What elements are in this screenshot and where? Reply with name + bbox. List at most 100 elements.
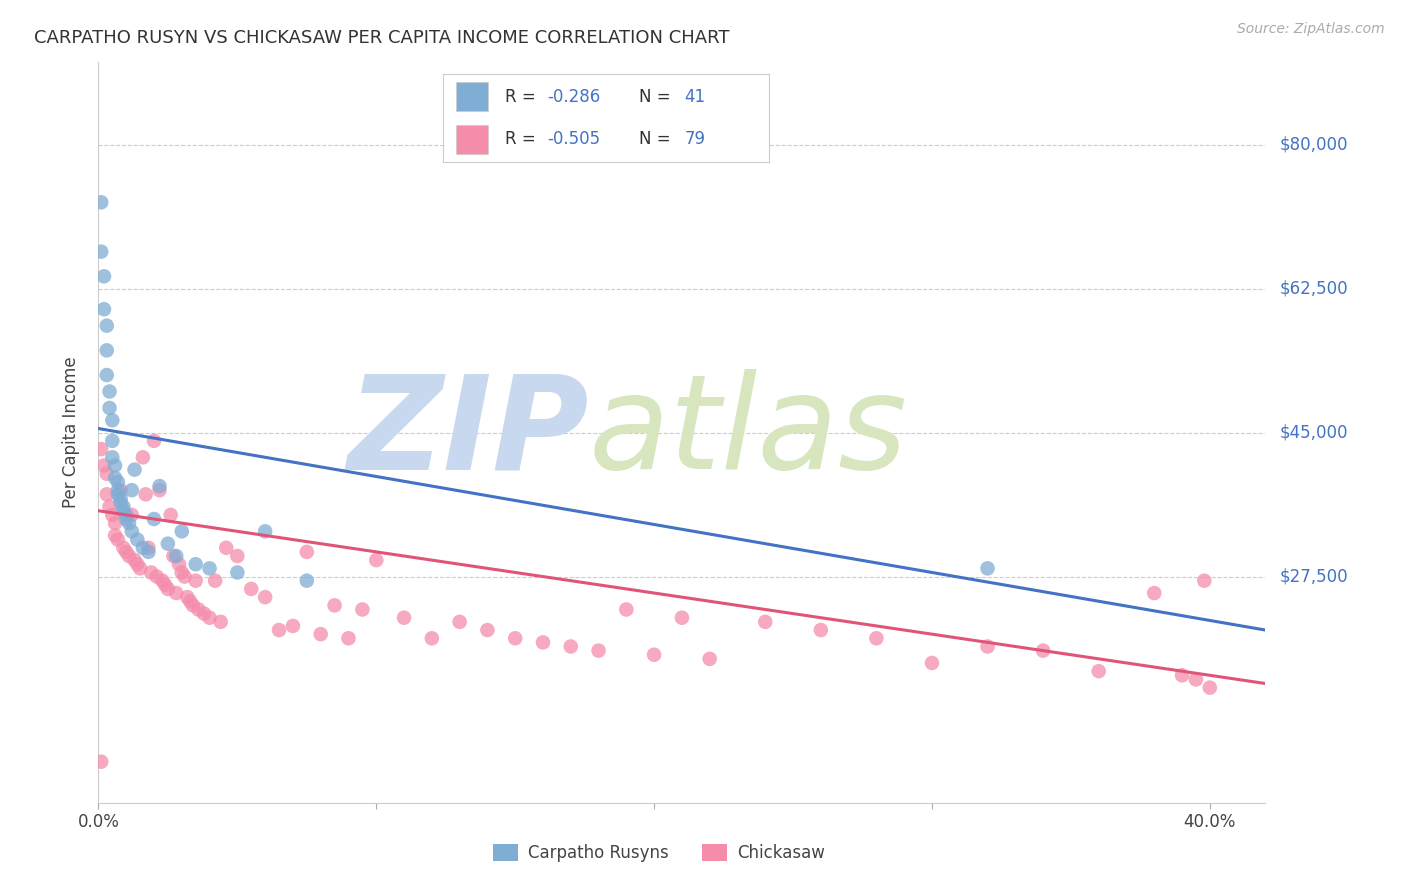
Point <box>865 632 887 646</box>
Point <box>1198 681 1220 695</box>
Point <box>173 569 195 583</box>
Point <box>112 541 135 555</box>
Point <box>165 586 187 600</box>
Point <box>96 487 118 501</box>
Text: $27,500: $27,500 <box>1279 567 1348 585</box>
Point <box>226 566 249 580</box>
Text: ZIP: ZIP <box>347 369 589 496</box>
Point <box>98 384 121 399</box>
Point <box>112 504 135 518</box>
Point <box>699 652 721 666</box>
Point <box>104 471 127 485</box>
Point <box>104 458 127 473</box>
Point <box>165 549 187 563</box>
Point <box>115 508 138 522</box>
Point <box>643 648 665 662</box>
Point <box>170 566 193 580</box>
Point <box>107 533 129 547</box>
Point <box>976 561 998 575</box>
Point <box>115 512 138 526</box>
Point <box>309 627 332 641</box>
Point <box>449 615 471 629</box>
Point <box>671 610 693 624</box>
Point <box>110 495 132 509</box>
Point <box>101 508 124 522</box>
Point <box>121 508 143 522</box>
Legend: Carpatho Rusyns, Chickasaw: Carpatho Rusyns, Chickasaw <box>486 837 831 869</box>
Point <box>614 602 637 616</box>
Point <box>90 442 112 456</box>
Point <box>101 434 124 448</box>
Point <box>107 487 129 501</box>
Point <box>104 528 127 542</box>
Point <box>337 632 360 646</box>
Point <box>184 558 207 572</box>
Point <box>118 516 141 530</box>
Point <box>143 512 166 526</box>
Point <box>209 615 232 629</box>
Point <box>110 483 132 498</box>
Point <box>754 615 776 629</box>
Point <box>98 500 121 514</box>
Point <box>132 450 155 465</box>
Point <box>352 602 374 616</box>
Point <box>254 524 277 539</box>
Point <box>115 545 138 559</box>
Point <box>96 318 118 333</box>
Point <box>226 549 249 563</box>
Point <box>420 632 443 646</box>
Point <box>124 553 146 567</box>
Point <box>118 549 141 563</box>
Point <box>96 343 118 358</box>
Point <box>143 434 166 448</box>
Point <box>204 574 226 588</box>
Point <box>1087 664 1109 678</box>
Point <box>503 632 526 646</box>
Point <box>215 541 238 555</box>
Point <box>193 607 215 621</box>
Point <box>148 479 170 493</box>
Point <box>96 368 118 382</box>
Point <box>156 582 179 596</box>
Point <box>179 594 201 608</box>
Point <box>170 524 193 539</box>
Point <box>90 195 112 210</box>
Point <box>810 623 832 637</box>
Point <box>323 599 346 613</box>
Point <box>254 590 277 604</box>
Point <box>93 269 115 284</box>
Point <box>295 574 318 588</box>
Point <box>98 401 121 415</box>
Point <box>560 640 582 654</box>
Point <box>93 458 115 473</box>
Point <box>198 561 221 575</box>
Point <box>153 578 176 592</box>
Point <box>90 755 112 769</box>
Point <box>124 462 146 476</box>
Text: $45,000: $45,000 <box>1279 424 1348 442</box>
Point <box>104 516 127 530</box>
Text: Source: ZipAtlas.com: Source: ZipAtlas.com <box>1237 22 1385 37</box>
Text: $80,000: $80,000 <box>1279 136 1348 153</box>
Point <box>127 558 149 572</box>
Point <box>531 635 554 649</box>
Point <box>295 545 318 559</box>
Point <box>93 302 115 317</box>
Point <box>107 475 129 489</box>
Text: atlas: atlas <box>589 369 907 496</box>
Point <box>176 590 198 604</box>
Point <box>112 500 135 514</box>
Point <box>976 640 998 654</box>
Point <box>156 536 179 550</box>
Point <box>121 483 143 498</box>
Point <box>159 508 181 522</box>
Point <box>148 483 170 498</box>
Text: $62,500: $62,500 <box>1279 280 1348 298</box>
Point <box>107 483 129 498</box>
Point <box>1171 668 1194 682</box>
Point <box>162 549 184 563</box>
Point <box>588 643 610 657</box>
Point <box>146 569 169 583</box>
Point <box>392 610 415 624</box>
Point <box>127 533 149 547</box>
